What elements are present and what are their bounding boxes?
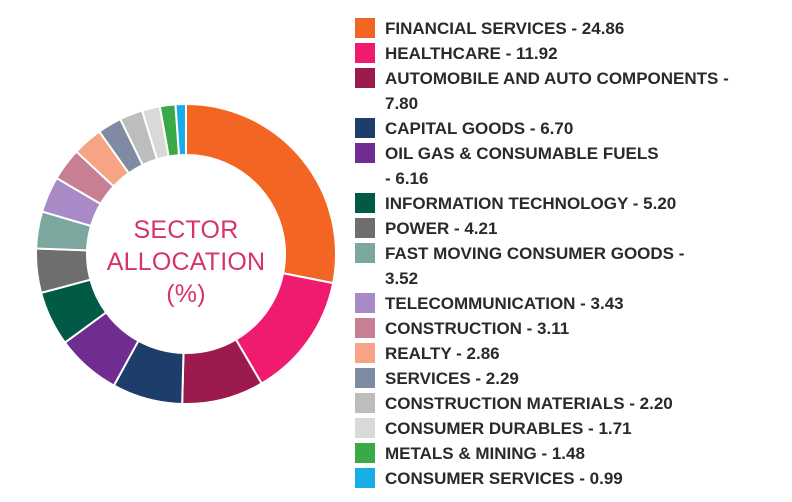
center-label-line-0: SECTOR	[133, 216, 239, 244]
legend-item: AUTOMOBILE AND AUTO COMPONENTS - 7.80	[355, 66, 792, 116]
legend-label-10-line-0: REALTY - 2.86	[385, 344, 500, 363]
legend-label-4-line-0: OIL GAS & CONSUMABLE FUELS	[385, 144, 659, 163]
legend-item: FAST MOVING CONSUMER GOODS - 3.52	[355, 241, 792, 291]
legend-item: TELECOMMUNICATION - 3.43	[355, 291, 792, 316]
legend-swatch-6	[355, 218, 375, 238]
legend-label-6-line-0: POWER - 4.21	[385, 219, 498, 238]
legend-swatch-0	[355, 18, 375, 38]
legend-item: FINANCIAL SERVICES - 24.86	[355, 16, 792, 41]
legend-label-5-line-0: INFORMATION TECHNOLOGY - 5.20	[385, 194, 677, 213]
center-label-line-1: ALLOCATION	[106, 248, 266, 276]
slice-15	[174, 102, 187, 157]
legend-item: SERVICES - 2.29	[355, 366, 792, 391]
legend-swatch-11	[355, 368, 375, 388]
legend-item: HEALTHCARE - 11.92	[355, 41, 792, 66]
legend-swatch-3	[355, 118, 375, 138]
legend-item: CONSTRUCTION MATERIALS - 2.20	[355, 391, 792, 416]
legend-item: INFORMATION TECHNOLOGY - 5.20	[355, 191, 792, 216]
legend-label-11-line-0: SERVICES - 2.29	[385, 369, 519, 388]
legend-label-8-line-0: TELECOMMUNICATION - 3.43	[385, 294, 624, 313]
legend-label-2-line-1: 7.80	[385, 94, 419, 113]
legend-swatch-2	[355, 68, 375, 88]
legend-label-4-line-1: - 6.16	[385, 169, 429, 188]
legend-item: CAPITAL GOODS - 6.70	[355, 116, 792, 141]
donut-chart	[35, 102, 337, 405]
legend-label-15-line-0: CONSUMER SERVICES - 0.99	[385, 469, 623, 488]
legend-label-2-line-0: AUTOMOBILE AND AUTO COMPONENTS -	[385, 69, 729, 88]
legend-label-3-line-0: CAPITAL GOODS - 6.70	[385, 119, 574, 138]
legend-item: METALS & MINING - 1.48	[355, 441, 792, 466]
legend-item: OIL GAS & CONSUMABLE FUELS - 6.16	[355, 141, 792, 191]
legend-item: POWER - 4.21	[355, 216, 792, 241]
legend-label-1-line-0: HEALTHCARE - 11.92	[385, 44, 558, 63]
legend-swatch-7	[355, 243, 375, 263]
legend-swatch-10	[355, 343, 375, 363]
legend-swatch-4	[355, 143, 375, 163]
legend-swatch-14	[355, 443, 375, 463]
legend-label-13-line-0: CONSUMER DURABLES - 1.71	[385, 419, 632, 438]
legend-label-0-line-0: FINANCIAL SERVICES - 24.86	[385, 19, 625, 38]
legend-swatch-13	[355, 418, 375, 438]
legend-item: REALTY - 2.86	[355, 341, 792, 366]
legend-item: CONSTRUCTION - 3.11	[355, 316, 792, 341]
legend-label-14-line-0: METALS & MINING - 1.48	[385, 444, 585, 463]
legend-item: CONSUMER SERVICES - 0.99	[355, 466, 792, 491]
legend-label-7-line-0: FAST MOVING CONSUMER GOODS -	[385, 244, 685, 263]
legend-label-12-line-0: CONSTRUCTION MATERIALS - 2.20	[385, 394, 673, 413]
legend-swatch-8	[355, 293, 375, 313]
legend-swatch-5	[355, 193, 375, 213]
legend-label-9-line-0: CONSTRUCTION - 3.11	[385, 319, 570, 338]
center-label-line-2: (%)	[166, 280, 206, 308]
legend-label-7-line-1: 3.52	[385, 269, 419, 288]
legend-swatch-12	[355, 393, 375, 413]
legend-item: CONSUMER DURABLES - 1.71	[355, 416, 792, 441]
legend-swatch-9	[355, 318, 375, 338]
legend-swatch-15	[355, 468, 375, 488]
legend-swatch-1	[355, 43, 375, 63]
